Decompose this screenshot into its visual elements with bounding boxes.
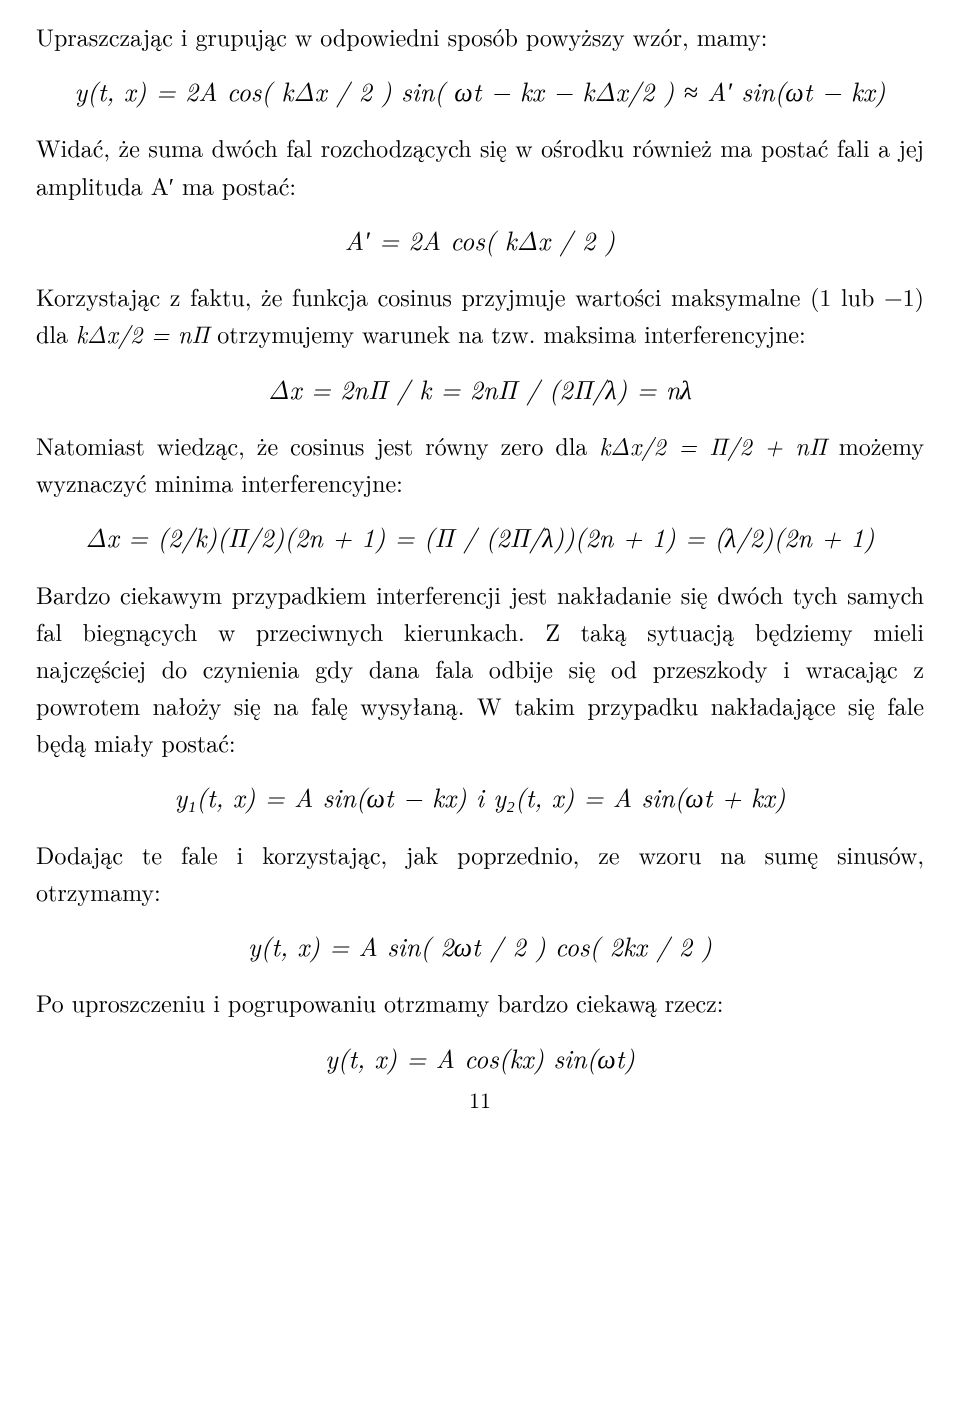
equation-6: y(t, x) = A sin( 2ωt / 2 ) cos( 2kx / 2 …	[36, 926, 924, 966]
paragraph-5: Bardzo ciekawym przypadkiem interferencj…	[36, 576, 924, 762]
equation-1: y(t, x) = 2A cos( kΔx / 2 ) sin( ωt − kx…	[36, 71, 924, 111]
paragraph-4a: Natomiast wiedząc, że cosinus jest równy…	[36, 428, 599, 462]
paragraph-intro-1: Upraszczając i grupując w odpowiedni spo…	[36, 18, 924, 55]
page-number: 11	[469, 1084, 491, 1115]
equation-5: y₁(t, x) = A sin(ωt − kx) i y₂(t, x) = A…	[36, 777, 924, 817]
paragraph-4: Natomiast wiedząc, że cosinus jest równy…	[36, 427, 924, 501]
inline-math-4: kΔx/2 = Π/2 + nΠ	[599, 428, 826, 462]
paragraph-3b: otrzymujemy warunek na tzw. maksima inte…	[217, 316, 805, 350]
paragraph-6: Dodając te fale i korzystając, jak poprz…	[36, 836, 924, 910]
equation-3: Δx = 2nΠ / k = 2nΠ / (2Π/λ) = nλ	[36, 369, 924, 409]
paragraph-2: Widać, że suma dwóch fal rozchodzących s…	[36, 129, 924, 203]
equation-4: Δx = (2/k)(Π/2)(2n + 1) = (Π / (2Π/λ))(2…	[36, 517, 924, 557]
paragraph-7: Po uproszczeniu i pogrupowaniu otrzmamy …	[36, 984, 924, 1021]
equation-7: y(t, x) = A cos(kx) sin(ωt) 11	[36, 1038, 924, 1119]
equation-2: A′ = 2A cos( kΔx / 2 )	[36, 220, 924, 260]
equation-7-text: y(t, x) = A cos(kx) sin(ωt)	[325, 1039, 635, 1076]
paragraph-3: Korzystając z faktu, że funkcja cosinus …	[36, 278, 924, 352]
inline-math-3: kΔx/2 = nΠ	[76, 316, 209, 350]
